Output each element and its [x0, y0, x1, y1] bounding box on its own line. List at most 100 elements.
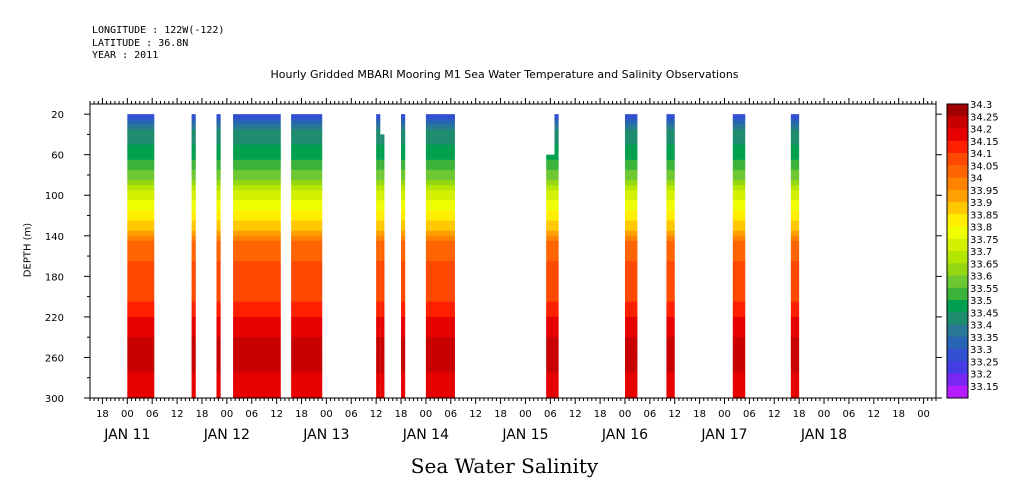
salinity-cell: [127, 357, 155, 364]
legend-label: 33.9: [970, 198, 992, 209]
salinity-cell: [233, 240, 281, 247]
salinity-cell: [790, 342, 800, 348]
salinity-cell: [376, 185, 381, 191]
salinity-cell: [554, 215, 559, 222]
salinity-cell: [790, 149, 800, 156]
salinity-cell: [554, 301, 559, 308]
salinity-cell: [216, 169, 221, 176]
salinity-cell: [376, 159, 381, 166]
salinity-cell: [732, 347, 746, 353]
salinity-cell: [291, 180, 323, 186]
salinity-cell: [127, 230, 155, 237]
salinity-cell: [380, 372, 385, 379]
salinity-cell: [732, 311, 746, 318]
salinity-cell: [233, 342, 281, 348]
salinity-cell: [666, 372, 675, 379]
salinity-cell: [790, 205, 800, 212]
salinity-cell: [666, 337, 675, 343]
salinity-cell: [216, 210, 221, 217]
salinity-cell: [425, 134, 455, 141]
salinity-cell: [376, 134, 381, 141]
salinity-cell: [191, 251, 196, 257]
salinity-cell: [127, 180, 155, 186]
salinity-cell: [425, 164, 455, 171]
salinity-cell: [216, 301, 221, 308]
salinity-cell: [425, 174, 455, 181]
salinity-cell: [233, 256, 281, 262]
salinity-cell: [554, 149, 559, 156]
salinity-cell: [291, 154, 323, 161]
salinity-cell: [401, 372, 406, 379]
salinity-cell: [216, 134, 221, 141]
salinity-cell: [790, 225, 800, 232]
salinity-cell: [233, 301, 281, 308]
salinity-cell: [425, 286, 455, 293]
salinity-cell: [401, 154, 406, 161]
day-label: JAN 11: [103, 427, 150, 443]
salinity-cell: [191, 266, 196, 272]
x-tick-label: 00: [320, 409, 333, 420]
salinity-cell: [216, 342, 221, 348]
salinity-cell: [401, 271, 406, 277]
salinity-cell: [425, 210, 455, 217]
salinity-cell: [790, 230, 800, 237]
salinity-cell: [191, 327, 196, 333]
salinity-cell: [291, 372, 323, 379]
salinity-cell: [425, 276, 455, 283]
salinity-cell: [554, 311, 559, 318]
salinity-cell: [376, 372, 381, 379]
salinity-cell: [291, 230, 323, 237]
salinity-cell: [233, 230, 281, 237]
salinity-cell: [401, 276, 406, 283]
salinity-cell: [401, 174, 406, 181]
salinity-cell: [790, 311, 800, 318]
salinity-cell: [790, 180, 800, 186]
salinity-cell: [191, 195, 196, 201]
salinity-cell: [666, 230, 675, 237]
salinity-cell: [380, 144, 385, 151]
salinity-cell: [666, 392, 675, 399]
salinity-cell: [554, 139, 559, 146]
salinity-cell: [425, 311, 455, 318]
salinity-cell: [216, 225, 221, 232]
salinity-cell: [624, 321, 638, 328]
salinity-cell: [291, 129, 323, 136]
salinity-cell: [376, 180, 381, 186]
x-tick-label: 00: [619, 409, 632, 420]
salinity-cell: [401, 321, 406, 328]
salinity-cell: [546, 387, 555, 394]
salinity-cell: [376, 342, 381, 348]
salinity-cell: [191, 367, 196, 374]
salinity-cell: [554, 347, 559, 353]
legend-label: 33.15: [970, 382, 999, 393]
salinity-cell: [191, 342, 196, 348]
legend-label: 34.05: [970, 161, 999, 172]
salinity-cell: [376, 281, 381, 288]
salinity-cell: [380, 180, 385, 186]
salinity-cell: [425, 119, 455, 125]
salinity-cell: [380, 261, 385, 267]
salinity-cell: [216, 337, 221, 343]
salinity-cell: [376, 154, 381, 161]
salinity-cell: [380, 159, 385, 166]
legend-swatch: [947, 349, 968, 362]
salinity-cell: [127, 286, 155, 293]
salinity-cell: [624, 296, 638, 303]
salinity-cell: [624, 174, 638, 181]
salinity-cell: [554, 251, 559, 257]
salinity-cell: [546, 185, 555, 191]
salinity-cell: [790, 352, 800, 359]
salinity-cell: [233, 316, 281, 323]
salinity-cell: [401, 306, 406, 313]
legend-label: 33.35: [970, 333, 999, 344]
legend-label: 34.2: [970, 125, 992, 136]
legend-label: 33.8: [970, 223, 992, 234]
salinity-cell: [624, 149, 638, 156]
salinity-cell: [380, 245, 385, 252]
salinity-cell: [291, 342, 323, 348]
salinity-cell: [191, 164, 196, 171]
salinity-cell: [233, 235, 281, 242]
salinity-cell: [790, 256, 800, 262]
salinity-cell: [546, 276, 555, 283]
salinity-cell: [425, 180, 455, 186]
